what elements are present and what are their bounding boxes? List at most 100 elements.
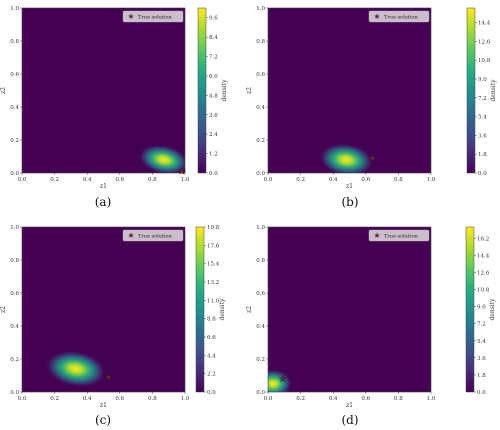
x-axis-label: z1 <box>346 183 353 190</box>
colorbar-tick-label: 1.8 <box>477 373 486 379</box>
heatmap-panel-a: 0.0 0.2 0.4 0.6 0.8 1.0 0.0 0.2 0.4 0.6 0.8 1.0 z1 z2… <box>0 6 228 209</box>
colorbar-tick-label: 8.4 <box>209 35 218 41</box>
colorbar-tick-label: 7.2 <box>477 322 486 328</box>
y-tick-label: 0.6 <box>256 72 265 78</box>
x-tick-label: 0.4 <box>83 177 92 183</box>
x-tick-label: 0.8 <box>148 396 157 402</box>
colorbar-tick-label: 7.2 <box>209 55 218 61</box>
colorbar-tick-label: 17.6 <box>207 243 220 249</box>
x-tick-label: 0.4 <box>83 396 92 402</box>
colorbar-tick-label: 14.4 <box>477 253 490 259</box>
y-tick-label: 0.6 <box>256 291 265 297</box>
density-peak <box>318 143 374 173</box>
legend: True solution <box>122 229 184 242</box>
y-tick-label: 0.0 <box>10 171 19 177</box>
y-tick-label: 0.2 <box>10 138 19 144</box>
x-tick-label: 0.6 <box>115 396 124 402</box>
density-peak <box>268 368 293 392</box>
plot-frame <box>21 7 186 174</box>
colorbar: 0.0 1.8 3.6 5.4 7.2 9.0 10.8 12.6 14.4 density <box>466 7 497 177</box>
colorbar-tick-label: 1.2 <box>209 152 218 158</box>
x-tick-label: 0.0 <box>18 396 27 402</box>
x-tick-label: 0.8 <box>394 396 403 402</box>
x-tick-label: 1.0 <box>181 396 190 402</box>
colorbar-tick-label: 19.8 <box>207 225 220 231</box>
colorbar-tick-label: 9.0 <box>478 77 487 83</box>
legend-label: True solution <box>138 234 173 240</box>
y-tick-label: 0.4 <box>10 324 19 330</box>
legend-star-icon <box>128 13 134 19</box>
legend-label: True solution <box>384 234 419 240</box>
colorbar-gradient <box>466 7 476 174</box>
density-region <box>318 143 374 173</box>
panel-caption: (d) <box>341 413 358 427</box>
colorbar-tick-label: 10.8 <box>477 288 490 294</box>
plot-background <box>268 227 431 392</box>
x-axis-label: z1 <box>346 402 353 409</box>
colorbar-tick-label: 0.0 <box>209 171 218 177</box>
legend: True solution <box>368 229 430 242</box>
colorbar-label: density <box>489 298 496 321</box>
colorbar-tick-label: 4.4 <box>207 353 216 359</box>
plot-frame <box>267 7 432 174</box>
x-tick-label: 0.6 <box>115 177 124 183</box>
colorbar-tick-label: 8.8 <box>207 317 216 323</box>
y-tick-label: 0.0 <box>10 390 19 396</box>
heatmap-panel-c: 0.0 0.2 0.4 0.6 0.8 1.0 0.0 0.2 0.4 0.6 0.8 1.0 z1 z2… <box>0 225 226 427</box>
x-tick-label: 0.8 <box>148 177 157 183</box>
panel-caption: (a) <box>95 195 112 209</box>
colorbar-tick-label: 3.6 <box>209 113 218 119</box>
legend-label: True solution <box>138 15 173 21</box>
colorbar-tick-label: 13.2 <box>207 280 219 286</box>
colorbar-tick-label: 11.0 <box>207 298 220 304</box>
legend-box <box>368 229 430 242</box>
colorbar-tick-label: 2.2 <box>207 372 216 378</box>
x-tick-label: 1.0 <box>427 177 436 183</box>
y-tick-label: 0.8 <box>10 258 19 264</box>
y-tick-label: 1.0 <box>256 225 265 231</box>
y-tick-label: 0.6 <box>10 72 19 78</box>
colorbar-label: density <box>221 79 228 102</box>
panel-caption: (b) <box>341 195 358 209</box>
colorbar: 0.0 1.8 3.6 5.4 7.2 9.0 10.8 12.6 14.4 16.2 densit… <box>465 226 496 396</box>
colorbar-tick-label: 0.0 <box>478 171 487 177</box>
colorbar-tick-label: 10.8 <box>478 58 491 64</box>
y-tick-label: 0.4 <box>10 105 19 111</box>
y-tick-label: 1.0 <box>256 6 265 12</box>
y-tick-label: 0.0 <box>256 171 265 177</box>
colorbar-tick-label: 14.4 <box>478 21 491 27</box>
y-tick-label: 0.4 <box>256 105 265 111</box>
colorbar-tick-label: 3.6 <box>477 356 486 362</box>
y-tick-label: 0.2 <box>256 138 265 144</box>
y-tick-label: 0.0 <box>256 390 265 396</box>
plot-frame <box>21 226 186 393</box>
colorbar-tick-label: 1.8 <box>478 152 487 158</box>
colorbar-gradient <box>465 226 475 393</box>
y-tick-label: 0.4 <box>256 324 265 330</box>
colorbar-tick-label: 16.2 <box>477 236 489 242</box>
x-tick-label: 0.8 <box>394 177 403 183</box>
colorbar-tick-label: 6.0 <box>209 74 218 80</box>
colorbar-tick-label: 12.6 <box>477 271 490 277</box>
y-axis-label: z2 <box>246 87 253 94</box>
colorbar-tick-label: 4.8 <box>209 93 218 99</box>
x-tick-label: 0.4 <box>329 177 338 183</box>
colorbar: 0.0 2.2 4.4 6.6 8.8 11.0 13.2 15.4 17.6 19.8 densi… <box>195 225 226 396</box>
density-peak <box>138 144 185 173</box>
colorbar-tick-label: 0.0 <box>207 390 216 396</box>
x-tick-label: 0.2 <box>50 177 59 183</box>
legend-box <box>122 10 184 23</box>
y-axis-label: z2 <box>0 87 7 94</box>
density-region <box>45 350 107 388</box>
density-region <box>268 368 293 392</box>
colorbar-tick-label: 0.0 <box>477 390 486 396</box>
legend-star-icon <box>374 232 380 238</box>
panel-caption: (c) <box>95 413 111 427</box>
x-axis-label: z1 <box>100 183 107 190</box>
x-tick-label: 0.0 <box>264 396 273 402</box>
colorbar-tick-label: 9.0 <box>477 305 486 311</box>
x-tick-label: 0.2 <box>50 396 59 402</box>
legend-star-icon <box>128 232 134 238</box>
x-tick-label: 0.6 <box>361 396 370 402</box>
y-tick-label: 1.0 <box>10 225 19 231</box>
